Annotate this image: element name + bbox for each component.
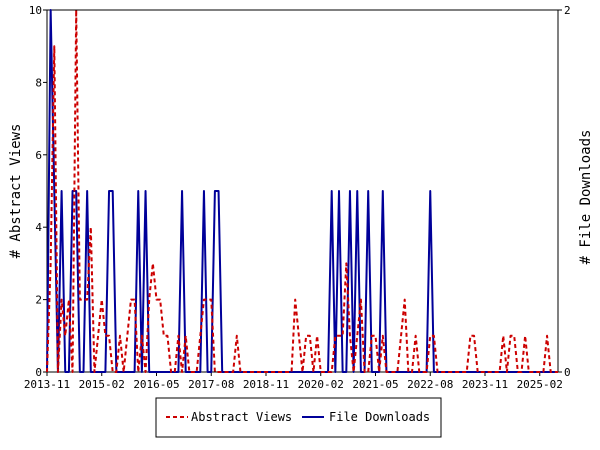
x-tick-label: 2013-11 bbox=[24, 378, 70, 391]
y-right-tick-label: 0 bbox=[564, 366, 571, 379]
y-left-tick-label: 10 bbox=[29, 4, 42, 17]
series-line-file-downloads bbox=[46, 9, 558, 373]
y-left-tick-label: 6 bbox=[35, 149, 42, 162]
legend-label-file-downloads: File Downloads bbox=[329, 410, 430, 424]
y-right-tick-label: 2 bbox=[564, 4, 571, 17]
y-left-tick-label: 0 bbox=[35, 366, 42, 379]
y-axis-left-title: # Abstract Views bbox=[8, 124, 24, 259]
x-tick-label: 2022-08 bbox=[407, 378, 453, 391]
x-tick-label: 2023-11 bbox=[462, 378, 508, 391]
series-line-abstract-views bbox=[46, 9, 558, 373]
y-axis-right-title: # File Downloads bbox=[578, 130, 594, 265]
x-tick-label: 2020-02 bbox=[298, 378, 344, 391]
x-tick-label: 2018-11 bbox=[243, 378, 289, 391]
x-tick-label: 2021-05 bbox=[352, 378, 398, 391]
axis-ticks: 2013-11 2015-02 2016-05 2017-08 2018-11 2020-… bbox=[24, 4, 571, 391]
y-left-tick-label: 8 bbox=[35, 76, 42, 89]
legend: Abstract Views File Downloads bbox=[155, 397, 442, 438]
series-lines bbox=[46, 9, 558, 373]
x-tick-label: 2017-08 bbox=[188, 378, 234, 391]
y-left-tick-label: 4 bbox=[35, 221, 42, 234]
y-left-tick-label: 2 bbox=[35, 294, 42, 307]
x-tick-label: 2025-02 bbox=[517, 378, 563, 391]
x-tick-label: 2015-02 bbox=[79, 378, 125, 391]
legend-label-abstract-views: Abstract Views bbox=[191, 410, 292, 424]
legend-box bbox=[155, 397, 442, 438]
x-tick-label: 2016-05 bbox=[133, 378, 179, 391]
